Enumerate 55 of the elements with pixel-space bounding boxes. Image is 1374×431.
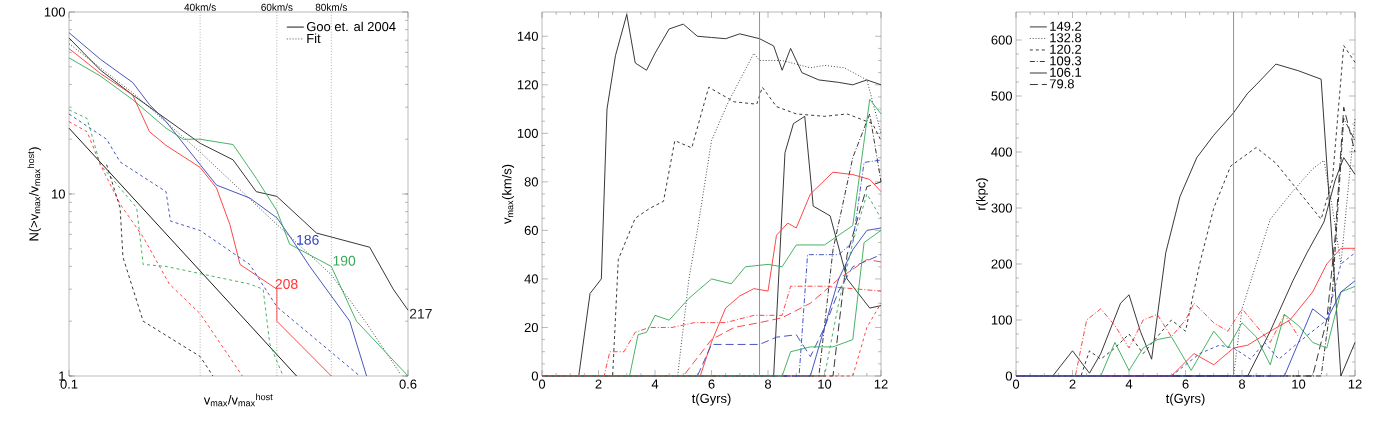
ref-line-label: 60km/s [261, 3, 293, 11]
y-tick-label: 0 [531, 371, 538, 381]
x-tick-label: 4 [1125, 379, 1133, 389]
legend-label: 109.3 [1050, 56, 1082, 66]
annotation: 186 [297, 234, 319, 245]
legend-label: 149.2 [1050, 21, 1082, 31]
ref-line-label: 40km/s [184, 3, 216, 11]
y-tick-label: 100 [991, 315, 1012, 325]
y-tick-label: 40 [524, 274, 538, 284]
x-axis-title: v$_{max}$/v$_{max}$host [203, 393, 273, 407]
x-tick-label: 4 [651, 379, 659, 389]
y-tick-label: 100 [517, 128, 538, 138]
legend-label: 106.1 [1050, 67, 1082, 77]
annotation: 208 [275, 279, 298, 290]
x-tick-label: 8 [764, 379, 772, 389]
y-tick-label: 200 [991, 259, 1012, 269]
legend-label: 79.8 [1049, 79, 1074, 89]
x-tick-label: 8 [1238, 379, 1246, 389]
y-tick-label: 80 [524, 177, 538, 187]
legend-label: 132.8 [1050, 33, 1082, 43]
y-tick-label: 10 [52, 189, 65, 199]
legend-label: Goo et. al 2004 [306, 21, 396, 32]
y-tick-label: 20 [524, 322, 538, 333]
y-tick-label: 600 [991, 35, 1012, 45]
annotation: 217 [409, 308, 432, 319]
x-tick-label: 6 [1182, 379, 1189, 389]
x-tick-label: 12 [1348, 379, 1362, 389]
x-tick-label: 2 [595, 379, 602, 389]
y-axis-title: r(kpc) [975, 178, 989, 210]
x-tick-label: 10 [818, 379, 832, 389]
x-axis-title: t(Gyrs) [691, 393, 731, 406]
y-tick-label: 1 [59, 371, 65, 381]
y-tick-label: 400 [991, 147, 1012, 157]
x-tick-label: 0 [1012, 379, 1020, 389]
y-axis-title: N(>v$_{max}$/v$_{max}$$^{host}$) [27, 147, 42, 241]
x-tick-label: 12 [874, 379, 888, 389]
y-tick-label: 140 [517, 31, 538, 41]
annotation: 190 [333, 255, 356, 266]
x-tick-label: 0.1 [60, 379, 78, 389]
legend-label: Fit [307, 33, 321, 43]
x-tick-label: 0 [538, 379, 546, 389]
y-tick-label: 500 [991, 91, 1012, 101]
x-tick-label: 10 [1292, 379, 1306, 389]
y-axis-title: v$_{max}$(km/s) [501, 164, 515, 224]
y-tick-label: 120 [517, 80, 538, 90]
y-tick-label: 100 [44, 7, 65, 17]
x-axis-title: t(Gyrs) [1165, 393, 1205, 406]
x-tick-label: 0.6 [399, 379, 417, 389]
ref-line-label: 80km/s [315, 3, 347, 11]
y-tick-label: 300 [991, 203, 1012, 213]
y-tick-label: 60 [524, 225, 538, 235]
legend-label: 120.2 [1050, 44, 1082, 54]
x-tick-label: 2 [1069, 379, 1076, 389]
x-tick-label: 6 [708, 379, 715, 389]
y-tick-label: 0 [1005, 371, 1012, 381]
